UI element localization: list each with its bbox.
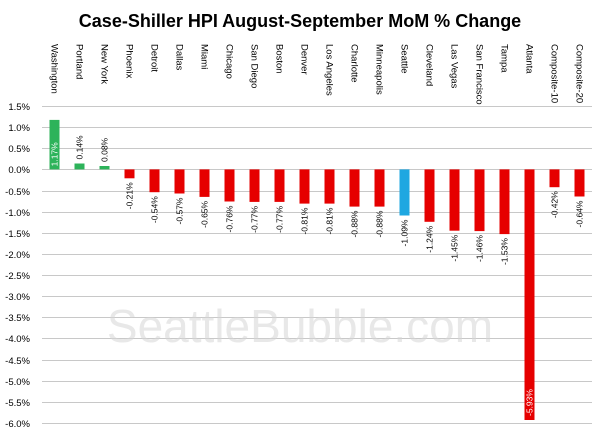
y-tick-label: -5.0%	[5, 377, 30, 388]
data-label: -0.64%	[575, 200, 585, 227]
y-tick-label: 1.5%	[8, 102, 30, 113]
category-label: Miami	[199, 44, 210, 69]
category-label: Portland	[74, 44, 85, 79]
bar	[449, 169, 460, 231]
data-labels: 1.17% 0.14% 0.08% -0.21% -0.54% -0.57% -0.65% -…	[50, 135, 585, 416]
bar	[574, 169, 585, 197]
y-tick-label: 1.0%	[8, 123, 30, 134]
category-label: Composite-20	[574, 44, 585, 103]
data-label: -0.77%	[275, 205, 285, 232]
category-label: Las Vegas	[449, 44, 460, 89]
data-label: -0.76%	[225, 205, 235, 232]
data-label: -1.09%	[400, 219, 410, 246]
category-label: Tampa	[499, 44, 510, 73]
y-axis-ticks: 1.5% 1.0% 0.5% 0.0% -0.5% -1.0% -1.5% -2.0% -2.5…	[5, 102, 30, 430]
bar	[324, 169, 335, 204]
bar	[424, 169, 435, 222]
category-label: San Francisco	[474, 44, 485, 105]
data-label: -0.88%	[350, 210, 360, 237]
y-tick-label: -6.0%	[5, 419, 30, 430]
data-label: -0.42%	[550, 191, 560, 218]
category-label: Chicago	[224, 44, 235, 79]
category-label: Washington	[49, 44, 60, 94]
category-label: Dallas	[174, 44, 185, 71]
category-label: Denver	[299, 44, 310, 75]
data-label: -0.21%	[125, 182, 135, 209]
bar	[499, 169, 510, 235]
bars	[49, 119, 585, 420]
bar	[174, 169, 185, 194]
category-label: Phoenix	[124, 44, 135, 79]
data-label: -0.81%	[300, 207, 310, 234]
category-labels: Washington Portland New York Phoenix Detroit…	[49, 44, 585, 105]
bar	[549, 169, 560, 188]
category-label: Minneapolis	[374, 44, 385, 95]
y-tick-label: 0.0%	[8, 165, 30, 176]
category-label: Los Angeles	[324, 44, 335, 96]
watermark: SeattleBubble.com	[107, 300, 493, 352]
category-label: Cleveland	[424, 44, 435, 86]
bar	[399, 169, 410, 216]
bar	[474, 169, 485, 232]
category-label: Seattle	[399, 44, 410, 74]
gridlines	[42, 106, 592, 424]
bar	[99, 166, 110, 170]
category-label: Charlotte	[349, 44, 360, 83]
y-tick-label: -4.0%	[5, 334, 30, 345]
bar	[224, 169, 235, 202]
data-label: -1.46%	[475, 235, 485, 262]
y-tick-label: -5.5%	[5, 398, 30, 409]
bar	[299, 169, 310, 204]
category-label: Boston	[274, 44, 285, 74]
bar	[349, 169, 360, 207]
category-label: Atlanta	[524, 44, 535, 74]
data-label: 0.14%	[75, 135, 85, 160]
data-label: -0.54%	[150, 196, 160, 223]
data-label: -0.81%	[325, 207, 335, 234]
bar	[374, 169, 385, 207]
bar	[524, 169, 535, 420]
y-tick-label: -0.5%	[5, 187, 30, 198]
category-label: Composite-10	[549, 44, 560, 103]
y-tick-label: -1.0%	[5, 208, 30, 219]
data-label: -0.88%	[375, 210, 385, 237]
y-tick-label: -2.5%	[5, 271, 30, 282]
data-label: -1.53%	[500, 238, 510, 265]
chart-title: Case-Shiller HPI August-September MoM % …	[79, 11, 521, 31]
data-label: -1.45%	[450, 234, 460, 261]
y-tick-label: -1.5%	[5, 229, 30, 240]
bar	[249, 169, 260, 202]
y-tick-label: 0.5%	[8, 144, 30, 155]
bar	[74, 163, 85, 170]
bar	[124, 169, 135, 179]
data-label: 1.17%	[50, 142, 60, 167]
bar	[49, 119, 60, 170]
bar	[274, 169, 285, 202]
category-label: New York	[99, 44, 110, 84]
y-tick-label: -3.5%	[5, 313, 30, 324]
category-label: Detroit	[149, 44, 160, 72]
bar	[149, 169, 160, 193]
y-tick-label: -2.0%	[5, 250, 30, 261]
data-label: -5.93%	[525, 389, 535, 416]
data-label: -0.77%	[250, 205, 260, 232]
data-label: -0.57%	[175, 197, 185, 224]
data-label: -0.65%	[200, 200, 210, 227]
category-label: San Diego	[249, 44, 260, 88]
data-label: -1.24%	[425, 225, 435, 252]
bar	[199, 169, 210, 197]
data-label: 0.08%	[100, 137, 110, 162]
y-tick-label: -3.0%	[5, 292, 30, 303]
y-tick-label: -4.5%	[5, 356, 30, 367]
